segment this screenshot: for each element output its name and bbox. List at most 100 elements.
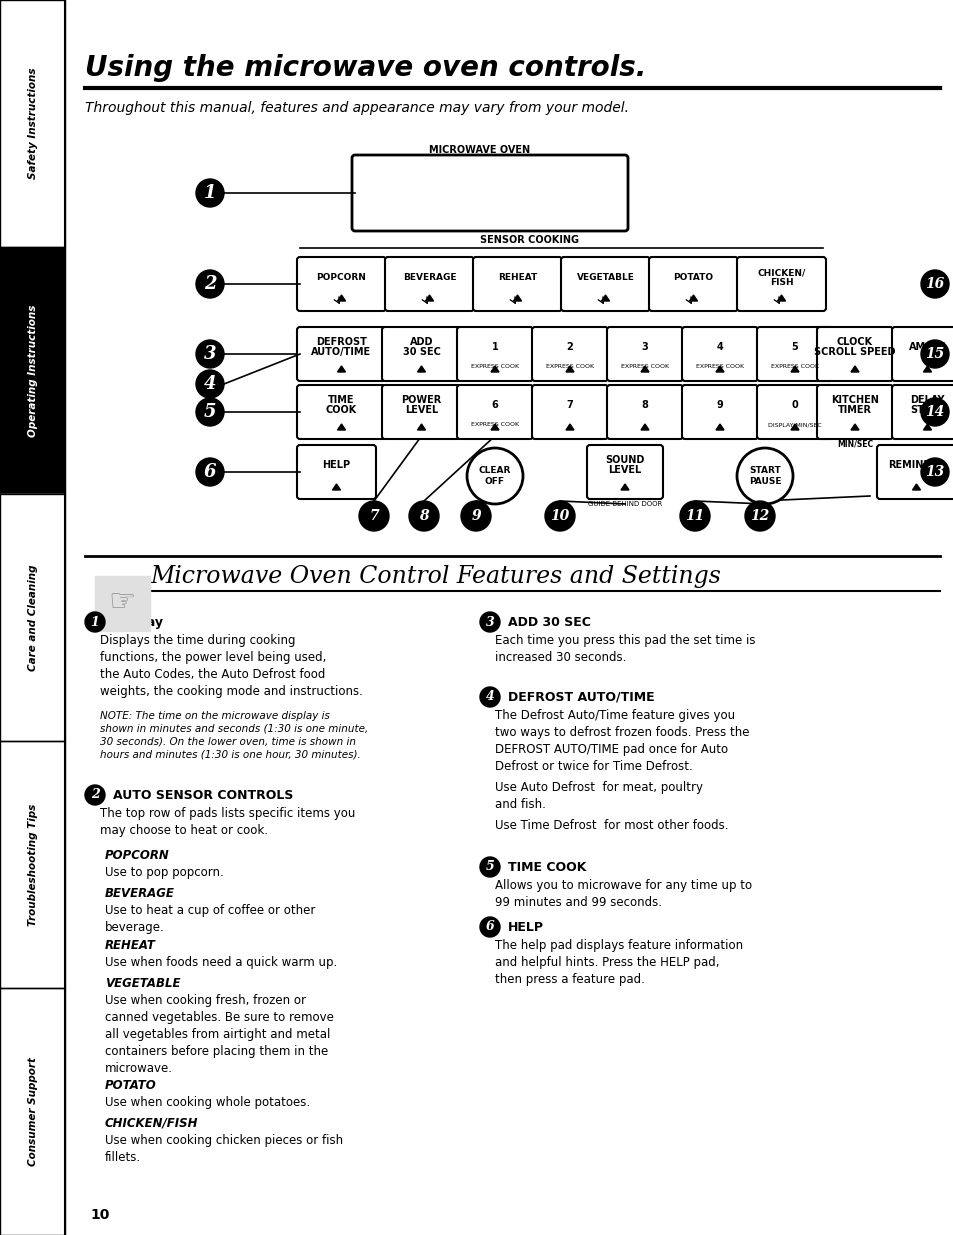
Text: 4: 4 — [204, 375, 216, 393]
Text: 8: 8 — [640, 400, 648, 410]
FancyBboxPatch shape — [352, 156, 627, 231]
Circle shape — [195, 270, 224, 298]
Text: 3: 3 — [204, 345, 216, 363]
Circle shape — [195, 179, 224, 207]
Text: VEGETABLE: VEGETABLE — [576, 273, 634, 283]
Polygon shape — [777, 295, 784, 301]
Polygon shape — [513, 295, 521, 301]
Text: Allows you to microwave for any time up to
99 minutes and 99 seconds.: Allows you to microwave for any time up … — [495, 879, 751, 909]
Polygon shape — [491, 366, 498, 372]
FancyBboxPatch shape — [296, 257, 386, 311]
Polygon shape — [850, 424, 858, 430]
Text: TIME COOK: TIME COOK — [507, 861, 586, 874]
Text: Throughout this manual, features and appearance may vary from your model.: Throughout this manual, features and app… — [85, 101, 628, 115]
Text: POTATO: POTATO — [673, 273, 713, 283]
FancyBboxPatch shape — [876, 445, 953, 499]
Text: DELAY
START: DELAY START — [909, 395, 943, 415]
FancyBboxPatch shape — [648, 257, 738, 311]
Circle shape — [85, 613, 105, 632]
Circle shape — [737, 448, 792, 504]
Text: DEFROST AUTO/TIME: DEFROST AUTO/TIME — [507, 692, 654, 704]
Text: 4: 4 — [716, 342, 722, 352]
Text: 4: 4 — [485, 690, 494, 704]
Polygon shape — [417, 424, 425, 430]
Circle shape — [358, 501, 389, 531]
Text: POPCORN: POPCORN — [316, 273, 366, 283]
Circle shape — [195, 340, 224, 368]
Circle shape — [479, 918, 499, 937]
Text: AUTO SENSOR CONTROLS: AUTO SENSOR CONTROLS — [112, 789, 294, 802]
Text: GUIDE BEHIND DOOR: GUIDE BEHIND DOOR — [587, 501, 661, 508]
Polygon shape — [425, 295, 433, 301]
Text: START
PAUSE: START PAUSE — [748, 467, 781, 485]
Circle shape — [195, 398, 224, 426]
Text: Use when cooking chicken pieces or fish
fillets.: Use when cooking chicken pieces or fish … — [105, 1134, 343, 1165]
FancyBboxPatch shape — [757, 327, 832, 382]
Text: REMINDER: REMINDER — [887, 459, 944, 471]
Circle shape — [920, 458, 948, 487]
Text: NOTE: The time on the microwave display is
shown in minutes and seconds (1:30 is: NOTE: The time on the microwave display … — [100, 711, 368, 760]
FancyBboxPatch shape — [586, 445, 662, 499]
Text: EXPRESS COOK: EXPRESS COOK — [695, 364, 743, 369]
Text: Display: Display — [112, 616, 164, 629]
Polygon shape — [337, 424, 345, 430]
Text: The help pad displays feature information
and helpful hints. Press the HELP pad,: The help pad displays feature informatio… — [495, 939, 742, 986]
Text: 8: 8 — [418, 509, 428, 522]
Polygon shape — [640, 424, 648, 430]
Text: The Defrost Auto/Time feature gives you
two ways to defrost frozen foods. Press : The Defrost Auto/Time feature gives you … — [495, 709, 749, 773]
Text: The top row of pads lists specific items you
may choose to heat or cook.: The top row of pads lists specific items… — [100, 806, 355, 837]
Text: EXPRESS COOK: EXPRESS COOK — [770, 364, 819, 369]
Bar — [95, 576, 150, 631]
Text: 6: 6 — [485, 920, 494, 934]
Text: 1: 1 — [204, 184, 216, 203]
FancyBboxPatch shape — [816, 327, 892, 382]
FancyBboxPatch shape — [456, 327, 533, 382]
Text: 7: 7 — [369, 509, 378, 522]
Bar — [0, 0, 65, 247]
Circle shape — [920, 398, 948, 426]
Text: 5: 5 — [485, 861, 494, 873]
Text: DEFROST
AUTO/TIME: DEFROST AUTO/TIME — [311, 337, 371, 357]
FancyBboxPatch shape — [456, 385, 533, 438]
Text: 10: 10 — [550, 509, 569, 522]
Text: TIME
COOK: TIME COOK — [326, 395, 356, 415]
Polygon shape — [716, 366, 723, 372]
Text: ADD 30 SEC: ADD 30 SEC — [507, 616, 590, 629]
Text: 6: 6 — [491, 400, 497, 410]
Text: Microwave Oven Control Features and Settings: Microwave Oven Control Features and Sett… — [150, 564, 720, 588]
Text: Displays the time during cooking
functions, the power level being used,
the Auto: Displays the time during cooking functio… — [100, 634, 362, 698]
Text: Use when foods need a quick warm up.: Use when foods need a quick warm up. — [105, 956, 337, 969]
Text: 14: 14 — [924, 405, 943, 419]
Bar — [0, 988, 65, 1235]
FancyBboxPatch shape — [757, 385, 832, 438]
Polygon shape — [620, 484, 628, 490]
FancyBboxPatch shape — [381, 385, 460, 438]
Polygon shape — [716, 424, 723, 430]
Text: REHEAT: REHEAT — [105, 939, 155, 952]
Text: 10: 10 — [90, 1208, 110, 1221]
Bar — [0, 0, 65, 247]
Text: Operating Instructions: Operating Instructions — [28, 304, 37, 437]
Circle shape — [195, 458, 224, 487]
Polygon shape — [565, 366, 574, 372]
Text: POWER
LEVEL: POWER LEVEL — [401, 395, 441, 415]
FancyBboxPatch shape — [532, 385, 607, 438]
Circle shape — [467, 448, 522, 504]
Text: 3: 3 — [641, 342, 648, 352]
Text: BEVERAGE: BEVERAGE — [402, 273, 456, 283]
Circle shape — [744, 501, 774, 531]
Text: 1: 1 — [491, 342, 497, 352]
Text: HELP: HELP — [322, 459, 350, 471]
Text: 5: 5 — [204, 403, 216, 421]
FancyBboxPatch shape — [385, 257, 474, 311]
Text: AM/PM: AM/PM — [908, 342, 945, 352]
Text: 12: 12 — [750, 509, 769, 522]
Polygon shape — [417, 366, 425, 372]
Text: 15: 15 — [924, 347, 943, 361]
Text: MIN/SEC: MIN/SEC — [836, 440, 872, 448]
Text: SENSOR COOKING: SENSOR COOKING — [480, 235, 578, 245]
FancyBboxPatch shape — [606, 327, 682, 382]
Text: 7: 7 — [566, 400, 573, 410]
FancyBboxPatch shape — [891, 385, 953, 438]
Text: EXPRESS COOK: EXPRESS COOK — [471, 364, 518, 369]
